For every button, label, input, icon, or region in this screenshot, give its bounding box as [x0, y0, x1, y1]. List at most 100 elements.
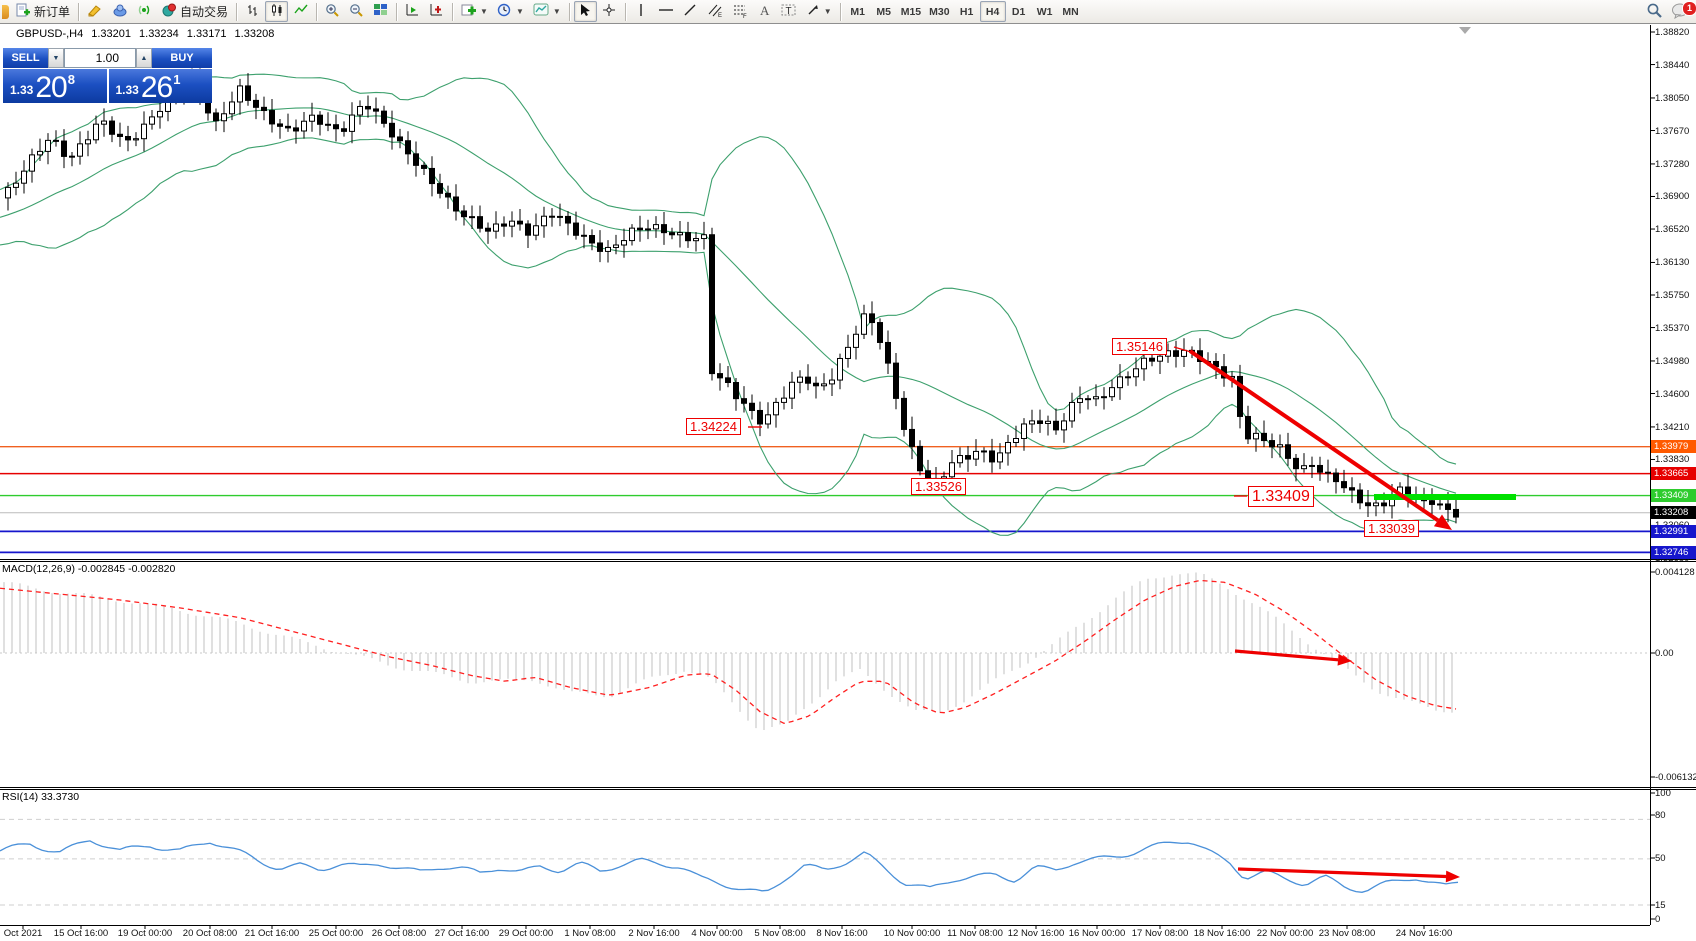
new-order-label: 新订单 — [34, 5, 71, 19]
zoom-in-button[interactable] — [321, 1, 344, 22]
chart-shift-marker[interactable] — [1459, 27, 1471, 34]
text-button[interactable]: A — [753, 1, 776, 22]
fibonacci-button[interactable]: F — [728, 1, 752, 22]
buy-button[interactable]: BUY — [152, 48, 212, 68]
zoom-out-button[interactable] — [345, 1, 368, 22]
timeframe-button-d1[interactable]: D1 — [1011, 5, 1026, 18]
svg-text:A: A — [760, 3, 770, 17]
sell-button[interactable]: SELL — [3, 48, 48, 68]
timeframe-button-w1[interactable]: W1 — [1036, 5, 1053, 18]
svg-text:F: F — [743, 14, 747, 18]
buy-label: BUY — [170, 52, 194, 64]
profile-button[interactable] — [108, 1, 132, 22]
chart-autoscroll-button[interactable] — [425, 1, 448, 22]
auto-trading-button[interactable]: 自动交易 — [157, 1, 232, 22]
red-arrow — [1234, 649, 1352, 666]
fibonacci-icon: F — [732, 3, 748, 21]
time-axis-label: 17 Nov 08:00 — [1131, 928, 1189, 939]
timeframe-button-h4[interactable]: H4 — [979, 1, 1006, 22]
high-value: 1.33234 — [139, 28, 179, 40]
symbol-period: GBPUSD-,H4 — [16, 28, 84, 40]
cursor-button[interactable] — [573, 1, 597, 22]
low-value: 1.33171 — [186, 28, 227, 40]
timeframe-button-m30[interactable]: M30 — [929, 5, 950, 18]
candlestick-chart-icon — [270, 3, 284, 20]
chevron-down-icon: ▼ — [480, 7, 488, 16]
arrows-button[interactable]: ▼ — [802, 1, 836, 22]
chevron-down-icon: ▼ — [823, 7, 832, 16]
buy-price-sup: 1 — [173, 72, 181, 87]
signal-button[interactable] — [133, 1, 156, 22]
chart-shift-button[interactable] — [401, 1, 424, 22]
time-axis-label: 27 Oct 16:00 — [434, 928, 490, 939]
svg-text:E: E — [718, 13, 722, 18]
price-tick-label: 1.37280 — [1655, 158, 1690, 170]
price-callout: 1.33526 — [911, 478, 966, 495]
rsi-tick-label: 0 — [1655, 914, 1661, 925]
chart-ohlc-header: GBPUSD-,H4 1.33201 1.33234 1.33171 1.332… — [16, 28, 274, 40]
callout-tail — [1173, 346, 1192, 353]
search-icon — [1646, 2, 1663, 22]
price-tick-label: 1.36130 — [1655, 257, 1690, 269]
bar-chart-button[interactable] — [241, 1, 264, 22]
sell-price[interactable]: 1.33 20 8 — [3, 69, 107, 103]
channel-button[interactable]: E — [703, 1, 727, 22]
chevron-down-icon: ▼ — [552, 7, 561, 16]
price-tick-label: 1.33830 — [1655, 454, 1690, 466]
timeframe-group: M1 M5 M15 M30 H1 H4 D1 W1 MN — [845, 1, 1084, 22]
svg-text:T: T — [785, 6, 791, 17]
chat-button[interactable]: 1 — [1667, 1, 1696, 22]
volume-decrease-button[interactable]: ▼ — [48, 48, 64, 68]
indicators-button[interactable]: ▼ — [457, 1, 492, 22]
price-tick-label: 1.34980 — [1655, 355, 1690, 367]
line-chart-button[interactable] — [289, 1, 312, 22]
candlestick-chart-button[interactable] — [265, 1, 289, 22]
vertical-line-button[interactable] — [630, 1, 653, 22]
time-axis-label: 26 Oct 08:00 — [371, 928, 427, 939]
text-label-button[interactable]: T — [777, 1, 801, 22]
price-tick-label: 1.37670 — [1655, 125, 1690, 137]
partial-icon — [2, 4, 9, 19]
divider — [236, 2, 238, 21]
timeframe-button-m15[interactable]: M15 — [900, 5, 922, 18]
time-axis-label: 2 Nov 16:00 — [628, 928, 680, 939]
new-order-button[interactable]: 新订单 — [12, 1, 74, 22]
volume-value: 1.00 — [95, 51, 119, 65]
trendline-button[interactable] — [679, 1, 702, 22]
rsi-tick-label: 15 — [1655, 900, 1666, 911]
horizontal-line-button[interactable] — [654, 1, 678, 22]
panel-frames — [0, 25, 1696, 926]
search-button[interactable] — [1642, 1, 1667, 22]
periods-clock-button[interactable]: ▼ — [493, 1, 528, 22]
rsi-panel — [0, 792, 1655, 920]
time-axis-label: 21 Oct 16:00 — [244, 928, 300, 939]
templates-button[interactable]: ▼ — [529, 1, 565, 22]
buy-price[interactable]: 1.33 26 1 — [108, 69, 212, 103]
time-axis-label: 8 Nov 16:00 — [816, 928, 868, 939]
crosshair-button[interactable] — [598, 1, 621, 22]
tile-windows-button[interactable] — [369, 1, 392, 22]
macd-panel — [0, 571, 1655, 778]
macd-label: MACD(12,26,9) -0.002845 -0.002820 — [2, 563, 176, 575]
signal-icon — [137, 3, 152, 20]
timeframe-button-m1[interactable]: M1 — [850, 5, 866, 18]
time-axis-label: 11 Nov 08:00 — [947, 928, 1003, 939]
auto-trading-label: 自动交易 — [180, 5, 229, 19]
bar-chart-icon — [246, 3, 260, 20]
open-value: 1.33201 — [91, 28, 132, 40]
divider — [78, 2, 80, 21]
volume-input[interactable]: 1.00 — [64, 48, 136, 68]
toolbar: 新订单 自动交易 ▼ ▼ ▼ E F A T ▼ — [0, 0, 1696, 24]
red-arrow — [1237, 867, 1460, 883]
timeframe-button-mn[interactable]: MN — [1062, 5, 1079, 18]
sell-price-big: 20 — [35, 71, 67, 103]
new-order-icon — [16, 3, 31, 21]
highlighter-button[interactable] — [83, 1, 107, 22]
volume-increase-button[interactable]: ▲ — [136, 48, 152, 68]
timeframe-button-h1[interactable]: H1 — [959, 5, 974, 18]
time-axis-label: 4 Nov 00:00 — [691, 928, 743, 939]
timeframe-button-m5[interactable]: M5 — [876, 5, 892, 18]
chevron-down-icon: ▼ — [515, 7, 524, 16]
price-tick-label: 1.34600 — [1655, 388, 1690, 400]
